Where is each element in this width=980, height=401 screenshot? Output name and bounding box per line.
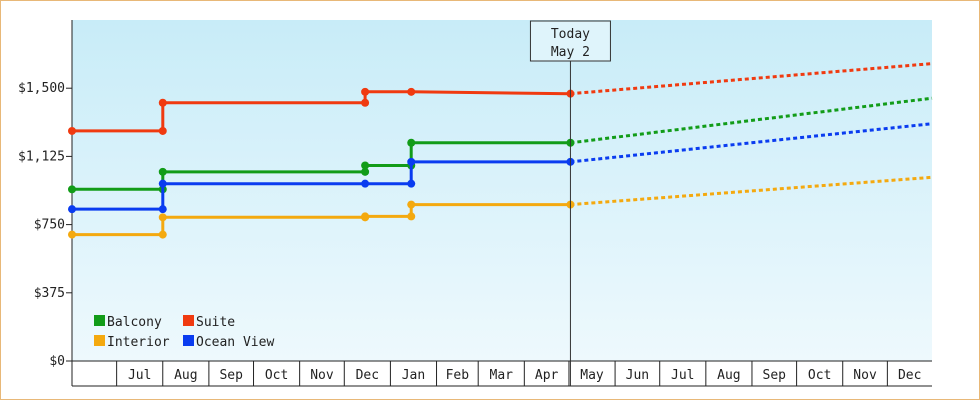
data-point-ocean-view[interactable] <box>361 179 370 188</box>
data-point-suite[interactable] <box>68 126 76 135</box>
data-point-balcony[interactable] <box>361 161 370 170</box>
axes: $0 $375 $750 $1,125 $1,500 Jul Aug Sep Oct Nov Dec… <box>18 20 932 387</box>
data-point-ocean-view[interactable] <box>158 179 167 188</box>
legend-item-balcony[interactable]: Balcony <box>94 315 162 330</box>
x-tick-label: Nov <box>853 368 877 383</box>
x-tick-label: Nov <box>310 368 334 383</box>
x-tick-label: Jul <box>128 368 151 383</box>
x-tick-label: Dec <box>898 368 921 383</box>
data-point-interior[interactable] <box>407 200 416 209</box>
data-point-balcony[interactable] <box>68 185 76 194</box>
legend-item-suite[interactable]: Suite <box>183 315 235 330</box>
legend: Balcony Suite Interior Ocean View <box>94 315 274 350</box>
series-ocean-view <box>68 122 933 214</box>
forecast-line-suite <box>570 62 933 96</box>
x-tick-label: Mar <box>490 368 514 383</box>
y-tick-label: $0 <box>49 354 65 369</box>
data-point-interior[interactable] <box>407 212 416 221</box>
legend-label: Balcony <box>107 315 162 330</box>
legend-swatch <box>183 315 194 326</box>
legend-swatch <box>183 335 194 346</box>
legend-label: Suite <box>196 315 235 330</box>
legend-label: Interior <box>107 335 170 350</box>
x-tick-label: Sep <box>219 368 243 383</box>
data-point-ocean-view[interactable] <box>158 205 167 214</box>
legend-item-ocean-view[interactable]: Ocean View <box>183 335 274 350</box>
legend-label: Ocean View <box>196 335 274 350</box>
series-interior <box>68 175 933 239</box>
x-tick-label: May <box>580 368 604 383</box>
data-point-interior[interactable] <box>68 230 76 239</box>
today-label: Today <box>551 27 590 42</box>
y-tick-label: $1,500 <box>18 81 65 96</box>
data-point-suite[interactable] <box>361 98 370 107</box>
x-tick-label: Dec <box>356 368 379 383</box>
x-tick-label: Jun <box>626 368 649 383</box>
data-point-suite[interactable] <box>361 87 370 96</box>
x-tick-label: Aug <box>717 368 740 383</box>
data-point-suite[interactable] <box>158 126 167 135</box>
forecast-line-ocean-view <box>570 122 933 164</box>
data-point-suite[interactable] <box>407 87 416 96</box>
x-tick-label: Aug <box>174 368 197 383</box>
legend-swatch <box>94 335 105 346</box>
forecast-line-balcony <box>570 96 933 145</box>
x-tick-label: Jan <box>402 368 425 383</box>
x-tick-label: Apr <box>535 368 559 383</box>
y-tick-label: $750 <box>34 218 65 233</box>
y-tick-label: $375 <box>34 286 65 301</box>
legend-item-interior[interactable]: Interior <box>94 335 170 350</box>
series-suite <box>68 62 933 135</box>
x-tick-label: Sep <box>763 368 787 383</box>
x-tick-label: Oct <box>808 368 831 383</box>
data-point-ocean-view[interactable] <box>407 157 416 166</box>
data-point-interior[interactable] <box>158 213 167 222</box>
today-marker: Today May 2 <box>529 20 611 386</box>
data-point-balcony[interactable] <box>361 167 370 176</box>
data-point-ocean-view[interactable] <box>68 205 76 214</box>
y-tick-label: $1,125 <box>18 149 65 164</box>
data-point-interior[interactable] <box>158 230 167 239</box>
plot-area <box>72 20 932 361</box>
data-point-balcony[interactable] <box>158 167 167 176</box>
x-tick-label: Oct <box>265 368 288 383</box>
data-point-suite[interactable] <box>158 98 167 107</box>
forecast-line-interior <box>570 175 933 207</box>
today-label-box <box>529 20 611 62</box>
data-point-interior[interactable] <box>361 212 370 221</box>
series-layer <box>68 62 933 239</box>
data-point-ocean-view[interactable] <box>407 179 416 188</box>
legend-swatch <box>94 315 105 326</box>
x-tick-label: Feb <box>446 368 470 383</box>
x-tick-label: Jul <box>671 368 694 383</box>
today-date: May 2 <box>551 45 590 60</box>
data-point-balcony[interactable] <box>407 138 416 147</box>
